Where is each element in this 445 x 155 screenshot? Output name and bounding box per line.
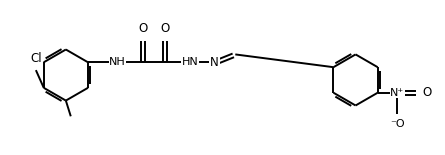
Text: HN: HN — [182, 57, 198, 67]
Text: N⁺: N⁺ — [390, 88, 405, 98]
Text: O: O — [160, 22, 169, 35]
Text: O: O — [138, 22, 148, 35]
Text: ⁻O: ⁻O — [390, 119, 405, 129]
Text: NH: NH — [109, 57, 126, 67]
Text: N: N — [210, 56, 219, 69]
Text: O: O — [423, 86, 432, 99]
Text: Cl: Cl — [30, 52, 42, 65]
